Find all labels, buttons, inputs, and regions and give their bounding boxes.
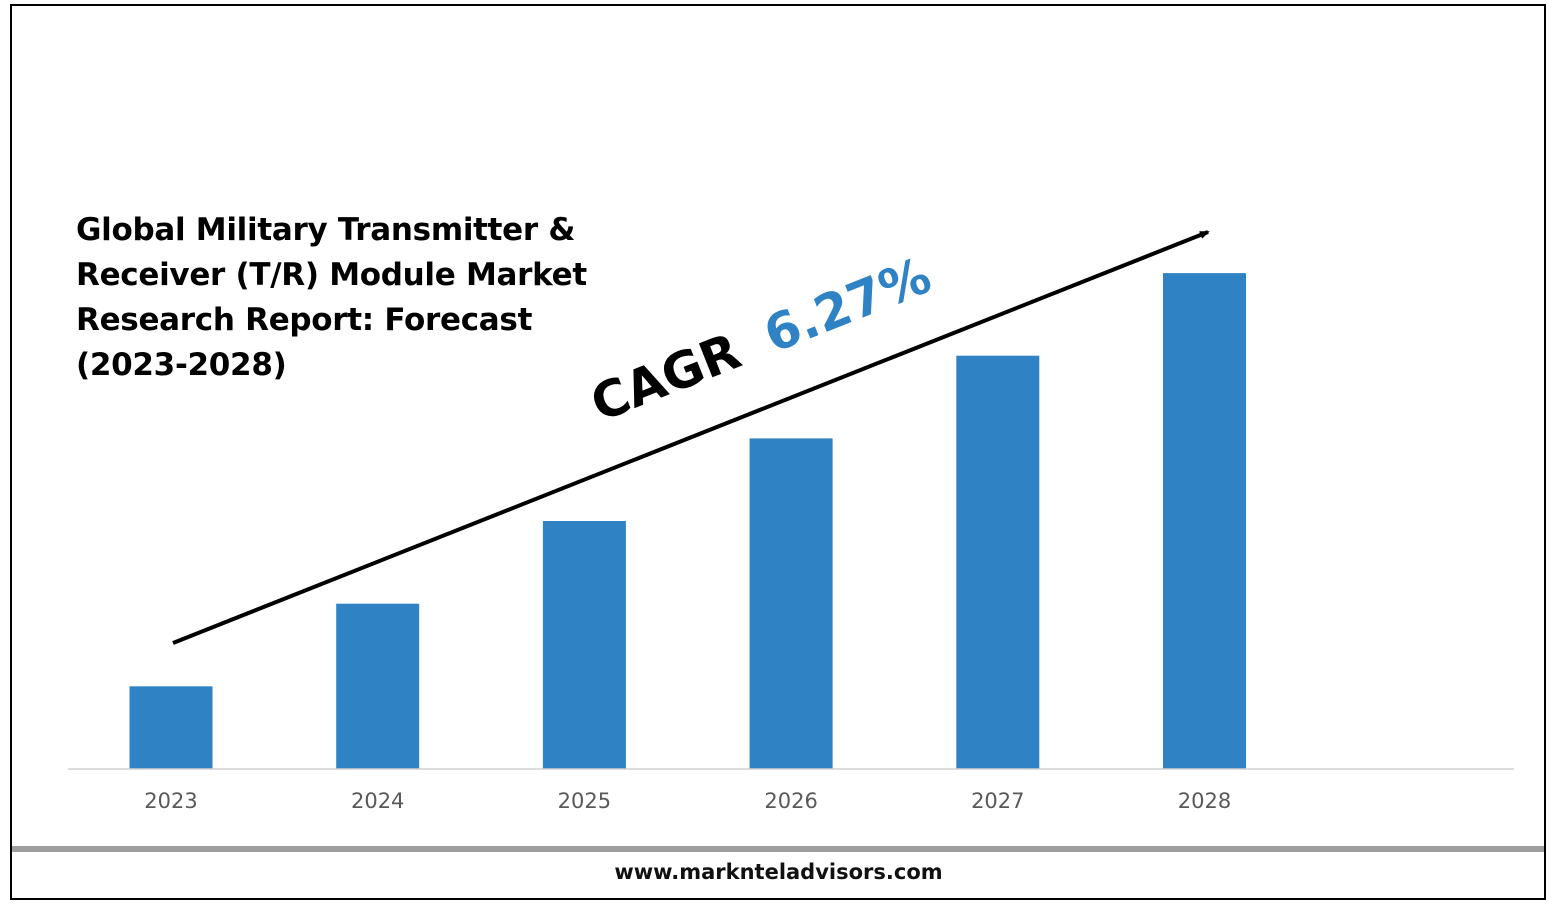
x-tick-label-2026: 2026 <box>764 789 817 813</box>
bars-group <box>129 273 1246 769</box>
trend-arrow <box>172 230 1210 645</box>
x-tick-label-2028: 2028 <box>1178 789 1231 813</box>
footer-url: www.marknteladvisors.com <box>614 860 943 884</box>
x-tick-label-2023: 2023 <box>144 789 197 813</box>
bar-2026 <box>749 438 833 769</box>
cagr-annotation: CAGR 6.27% <box>583 246 939 433</box>
cagr-label: CAGR <box>583 322 748 433</box>
chart-title: Global Military Transmitter & Receiver (… <box>76 212 587 383</box>
bar-2024 <box>336 603 420 769</box>
bar-2023 <box>129 686 213 769</box>
x-tick-label-2027: 2027 <box>971 789 1024 813</box>
x-tick-labels: 2023 2024 2025 2026 2027 2028 <box>144 789 1231 813</box>
x-tick-label-2024: 2024 <box>351 789 404 813</box>
bar-2025 <box>542 521 626 769</box>
bar-2028 <box>1163 273 1246 769</box>
x-tick-label-2025: 2025 <box>558 789 611 813</box>
footer-band <box>12 846 1544 852</box>
bar-2027 <box>956 355 1040 769</box>
cagr-value: 6.27% <box>756 246 939 364</box>
